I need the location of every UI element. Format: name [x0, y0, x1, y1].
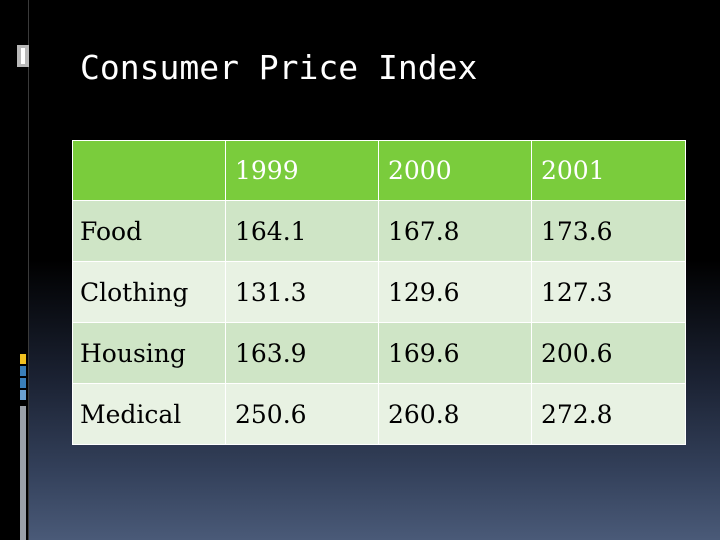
accent-block-white — [21, 48, 25, 64]
header-cell-year: 2001 — [531, 140, 686, 201]
slide-title: Consumer Price Index — [80, 48, 478, 87]
table-cell: 163.9 — [225, 322, 379, 384]
accent-block-blue — [20, 366, 26, 376]
cpi-table: 1999 2000 2001 Food 164.1 167.8 173.6 Cl… — [72, 140, 686, 445]
table-cell: 164.1 — [225, 200, 379, 262]
table-row: Housing 163.9 169.6 200.6 — [72, 322, 686, 384]
accent-block-light-blue — [20, 390, 26, 400]
header-cell-year: 1999 — [225, 140, 379, 201]
table-row: Medical 250.6 260.8 272.8 — [72, 383, 686, 445]
table-cell: 250.6 — [225, 383, 379, 445]
table-row: Clothing 131.3 129.6 127.3 — [72, 261, 686, 323]
table-cell: 272.8 — [531, 383, 686, 445]
table-cell: 127.3 — [531, 261, 686, 323]
header-cell-year: 2000 — [378, 140, 532, 201]
accent-block-yellow — [20, 354, 26, 364]
table-cell: 200.6 — [531, 322, 686, 384]
table-cell: 169.6 — [378, 322, 532, 384]
table-cell: 167.8 — [378, 200, 532, 262]
left-divider-line — [28, 0, 29, 540]
table-cell: 131.3 — [225, 261, 379, 323]
table-row: Food 164.1 167.8 173.6 — [72, 200, 686, 262]
table-cell: 129.6 — [378, 261, 532, 323]
table-cell: 260.8 — [378, 383, 532, 445]
row-label: Housing — [72, 322, 226, 384]
row-label: Medical — [72, 383, 226, 445]
table-header-row: 1999 2000 2001 — [72, 140, 686, 201]
table-cell: 173.6 — [531, 200, 686, 262]
accent-block-blue — [20, 378, 26, 388]
row-label: Food — [72, 200, 226, 262]
accent-bar-gray — [20, 406, 26, 540]
header-cell-corner — [72, 140, 226, 201]
row-label: Clothing — [72, 261, 226, 323]
